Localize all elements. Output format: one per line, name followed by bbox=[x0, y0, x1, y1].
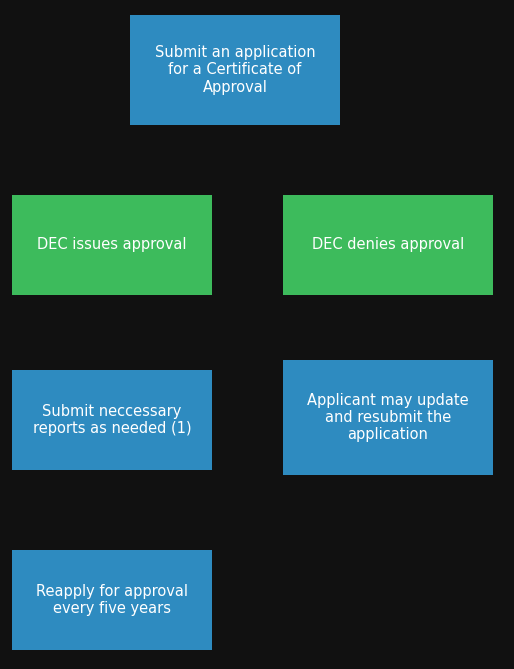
FancyBboxPatch shape bbox=[12, 195, 212, 295]
Text: DEC issues approval: DEC issues approval bbox=[37, 237, 187, 252]
Text: Reapply for approval
every five years: Reapply for approval every five years bbox=[36, 584, 188, 616]
FancyBboxPatch shape bbox=[130, 15, 340, 125]
Text: Submit neccessary
reports as needed (1): Submit neccessary reports as needed (1) bbox=[33, 404, 191, 436]
FancyBboxPatch shape bbox=[283, 195, 493, 295]
Text: Applicant may update
and resubmit the
application: Applicant may update and resubmit the ap… bbox=[307, 393, 469, 442]
FancyBboxPatch shape bbox=[283, 360, 493, 475]
FancyBboxPatch shape bbox=[12, 370, 212, 470]
Text: Submit an application
for a Certificate of
Approval: Submit an application for a Certificate … bbox=[155, 45, 315, 95]
Text: DEC denies approval: DEC denies approval bbox=[312, 237, 464, 252]
FancyBboxPatch shape bbox=[12, 550, 212, 650]
